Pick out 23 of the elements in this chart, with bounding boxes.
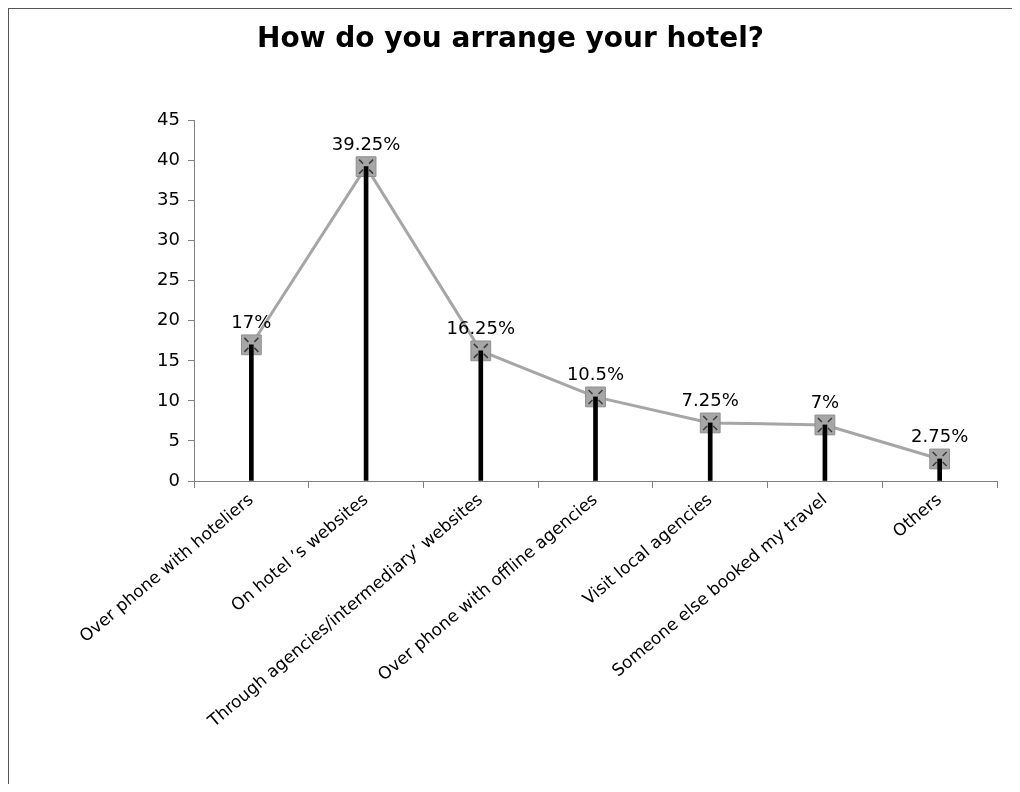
data-label: 10.5% [566,362,625,384]
y-tick-label: 30 [157,228,180,250]
y-tick-label: 45 [157,108,180,130]
data-label: 7.25% [681,388,739,410]
y-tick-label: 10 [157,388,180,410]
data-label: 16.25% [446,316,516,338]
y-tick-label: 40 [157,148,180,170]
bar [937,458,942,481]
bar [249,344,254,481]
bar [707,422,713,481]
bar [478,350,484,481]
y-tick-label: 20 [157,308,180,330]
data-label: 2.75% [911,424,969,446]
chart-title: How do you arrange your hotel? [257,21,764,55]
data-label: 17% [231,310,272,332]
y-tick-label: 25 [157,268,180,290]
data-label: 39.25% [331,132,401,154]
y-tick-label: 15 [157,348,180,370]
data-label: 7% [810,390,840,412]
y-tick-label: 0 [168,468,180,490]
bar [593,396,598,481]
y-tick-label: 5 [168,428,180,450]
y-tick-label: 35 [157,188,180,210]
